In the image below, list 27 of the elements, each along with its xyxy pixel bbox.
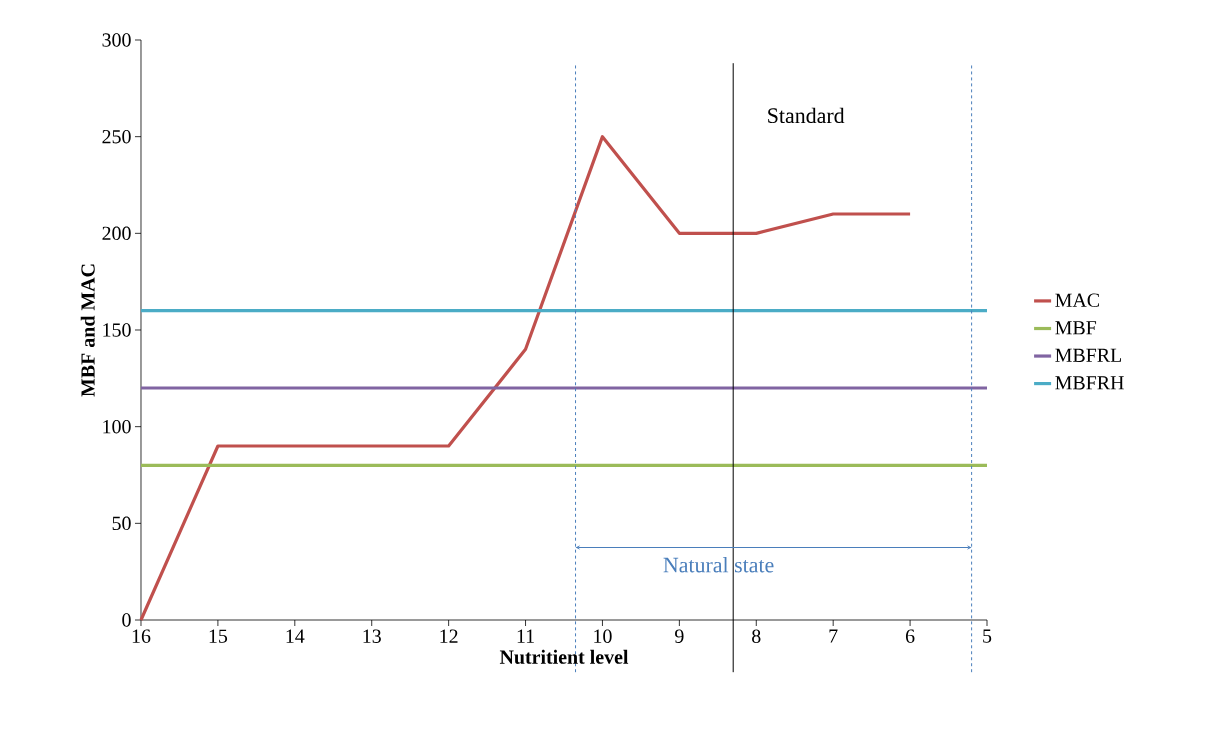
x-tick-label: 13 [363,629,381,643]
x-tick-label: 9 [675,629,684,643]
legend-label: MBFRH [1055,376,1124,390]
y-tick-label: 300 [102,33,131,47]
x-tick-label: 7 [829,629,838,643]
y-tick-label: 50 [112,516,131,531]
x-tick-label: 14 [286,629,305,643]
legend-label: MAC [1055,293,1099,307]
x-tick-label: 5 [983,629,992,643]
x-tick-label: 11 [517,629,534,643]
y-tick-label: 0 [122,613,131,627]
x-tick-label: 10 [594,629,612,643]
y-tick-label: 150 [103,323,131,337]
y-axis-title: MBF and MAC [80,264,95,397]
legend-label: MBFRL [1055,348,1122,362]
x-tick-label: 16 [132,629,151,643]
ref-line-label: Standard [768,107,845,124]
legend-label: MBF [1055,321,1097,335]
y-tick-label: 200 [102,226,131,241]
x-tick-label: 12 [440,629,458,643]
x-tick-label: 15 [209,629,228,643]
y-tick-label: 100 [103,419,131,434]
x-tick-label: 8 [752,629,761,643]
y-tick-label: 250 [102,129,131,144]
annotation: Natural state [663,557,774,573]
x-axis-title: Nutritient level [499,649,629,664]
x-tick-label: 6 [905,629,915,643]
